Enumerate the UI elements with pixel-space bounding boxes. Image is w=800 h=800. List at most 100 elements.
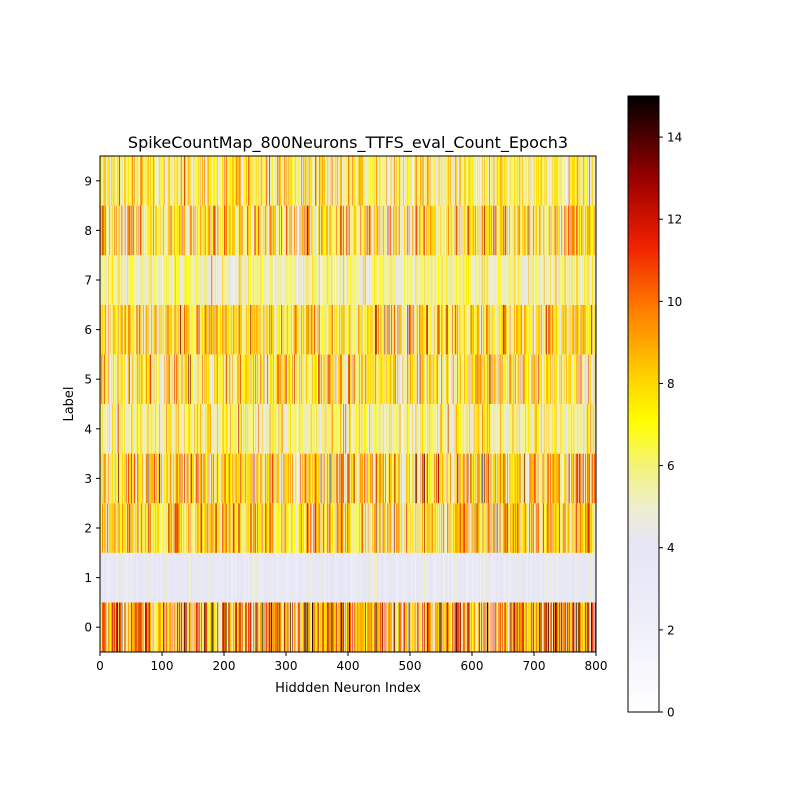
heatmap-cell: [478, 404, 480, 454]
heatmap-cell: [509, 552, 511, 603]
heatmap-cell: [258, 552, 259, 603]
heatmap-cell: [375, 503, 377, 553]
heatmap-cell: [315, 453, 317, 504]
heatmap-cell: [468, 354, 470, 404]
heatmap-cell: [210, 354, 212, 404]
heatmap-cell: [460, 503, 462, 553]
heatmap-cell: [478, 503, 480, 553]
heatmap-cell: [569, 552, 571, 603]
heatmap-cell: [276, 552, 277, 603]
heatmap-cell: [117, 503, 119, 553]
heatmap-cell: [424, 453, 426, 504]
heatmap-cell: [420, 602, 422, 652]
heatmap-cell: [390, 503, 392, 553]
heatmap-cell: [176, 453, 178, 504]
heatmap-cell: [352, 354, 354, 404]
heatmap-cell: [284, 602, 286, 652]
heatmap-cell: [131, 354, 132, 404]
heatmap-cell: [327, 453, 329, 504]
heatmap-cell: [113, 354, 115, 404]
heatmap-cell: [215, 453, 217, 504]
heatmap-cell: [147, 404, 149, 454]
heatmap-cell: [465, 404, 467, 454]
heatmap-cell: [304, 552, 306, 603]
heatmap-cell: [576, 552, 578, 603]
heatmap-cell: [328, 404, 330, 454]
heatmap-cell: [382, 354, 384, 404]
heatmap-cell: [550, 453, 551, 504]
heatmap-cell: [184, 404, 186, 454]
heatmap-cell: [589, 404, 591, 454]
heatmap-cell: [571, 453, 573, 504]
heatmap-cell: [207, 304, 209, 355]
heatmap-cell: [485, 354, 486, 404]
heatmap-cell: [375, 602, 377, 652]
heatmap-cell: [589, 453, 591, 504]
heatmap-cell: [348, 552, 349, 603]
heatmap-cell: [457, 354, 459, 404]
heatmap-cell: [204, 453, 206, 504]
heatmap-cell: [182, 503, 184, 553]
heatmap-cell: [545, 453, 547, 504]
heatmap-cell: [540, 354, 542, 404]
heatmap-cell: [191, 552, 193, 603]
heatmap-cell: [181, 304, 183, 355]
heatmap-cell: [535, 503, 537, 553]
heatmap-cell: [501, 503, 503, 553]
heatmap-cell: [193, 503, 195, 553]
heatmap-cell: [185, 503, 187, 553]
heatmap-cell: [373, 453, 375, 504]
heatmap-cell: [221, 503, 223, 553]
heatmap-cell: [160, 404, 162, 454]
heatmap-cell: [497, 354, 499, 404]
heatmap-cell: [286, 354, 287, 404]
heatmap-cell: [416, 552, 418, 603]
heatmap-cell: [520, 503, 522, 553]
heatmap-cell: [167, 602, 169, 652]
heatmap-cell: [463, 404, 465, 454]
heatmap-cell: [538, 354, 540, 404]
heatmap-cell: [542, 453, 544, 504]
heatmap-cell: [436, 404, 437, 454]
heatmap-cell: [327, 552, 329, 603]
heatmap-cell: [494, 503, 496, 553]
heatmap-cell: [558, 453, 560, 504]
heatmap-cell: [426, 602, 428, 652]
heatmap-cell: [215, 354, 217, 404]
heatmap-cell: [433, 453, 435, 504]
heatmap-cell: [357, 404, 359, 454]
heatmap-cell: [569, 503, 571, 553]
heatmap-cell: [439, 404, 441, 454]
heatmap-cell: [263, 404, 264, 454]
heatmap-cell: [181, 304, 183, 355]
heatmap-cell: [206, 354, 208, 404]
heatmap-cell: [556, 552, 558, 603]
heatmap-cell: [255, 552, 256, 603]
heatmap-cell: [217, 602, 219, 652]
heatmap-cell: [236, 602, 238, 652]
heatmap-cell: [403, 453, 405, 504]
heatmap-cell: [594, 404, 596, 454]
heatmap-cell: [317, 404, 319, 454]
heatmap-cell: [413, 453, 415, 504]
heatmap-cell: [221, 404, 223, 454]
heatmap-cell: [450, 404, 452, 454]
heatmap-cell: [505, 602, 507, 652]
heatmap-cell: [325, 602, 327, 652]
heatmap-cell: [175, 453, 176, 504]
heatmap-cell: [477, 453, 479, 504]
heatmap-cell: [444, 602, 445, 652]
heatmap-cell: [506, 354, 508, 404]
heatmap-cell: [385, 503, 387, 553]
heatmap-cell: [535, 602, 537, 652]
heatmap-cell: [242, 354, 244, 404]
heatmap-cell: [553, 453, 555, 504]
heatmap-cell: [367, 602, 369, 652]
heatmap-cell: [268, 602, 269, 652]
heatmap-cell: [300, 503, 302, 553]
heatmap-cell: [468, 552, 470, 603]
heatmap-cell: [189, 304, 191, 355]
heatmap-cell: [333, 602, 335, 652]
heatmap-cell: [349, 453, 351, 504]
heatmap-cell: [295, 552, 297, 603]
